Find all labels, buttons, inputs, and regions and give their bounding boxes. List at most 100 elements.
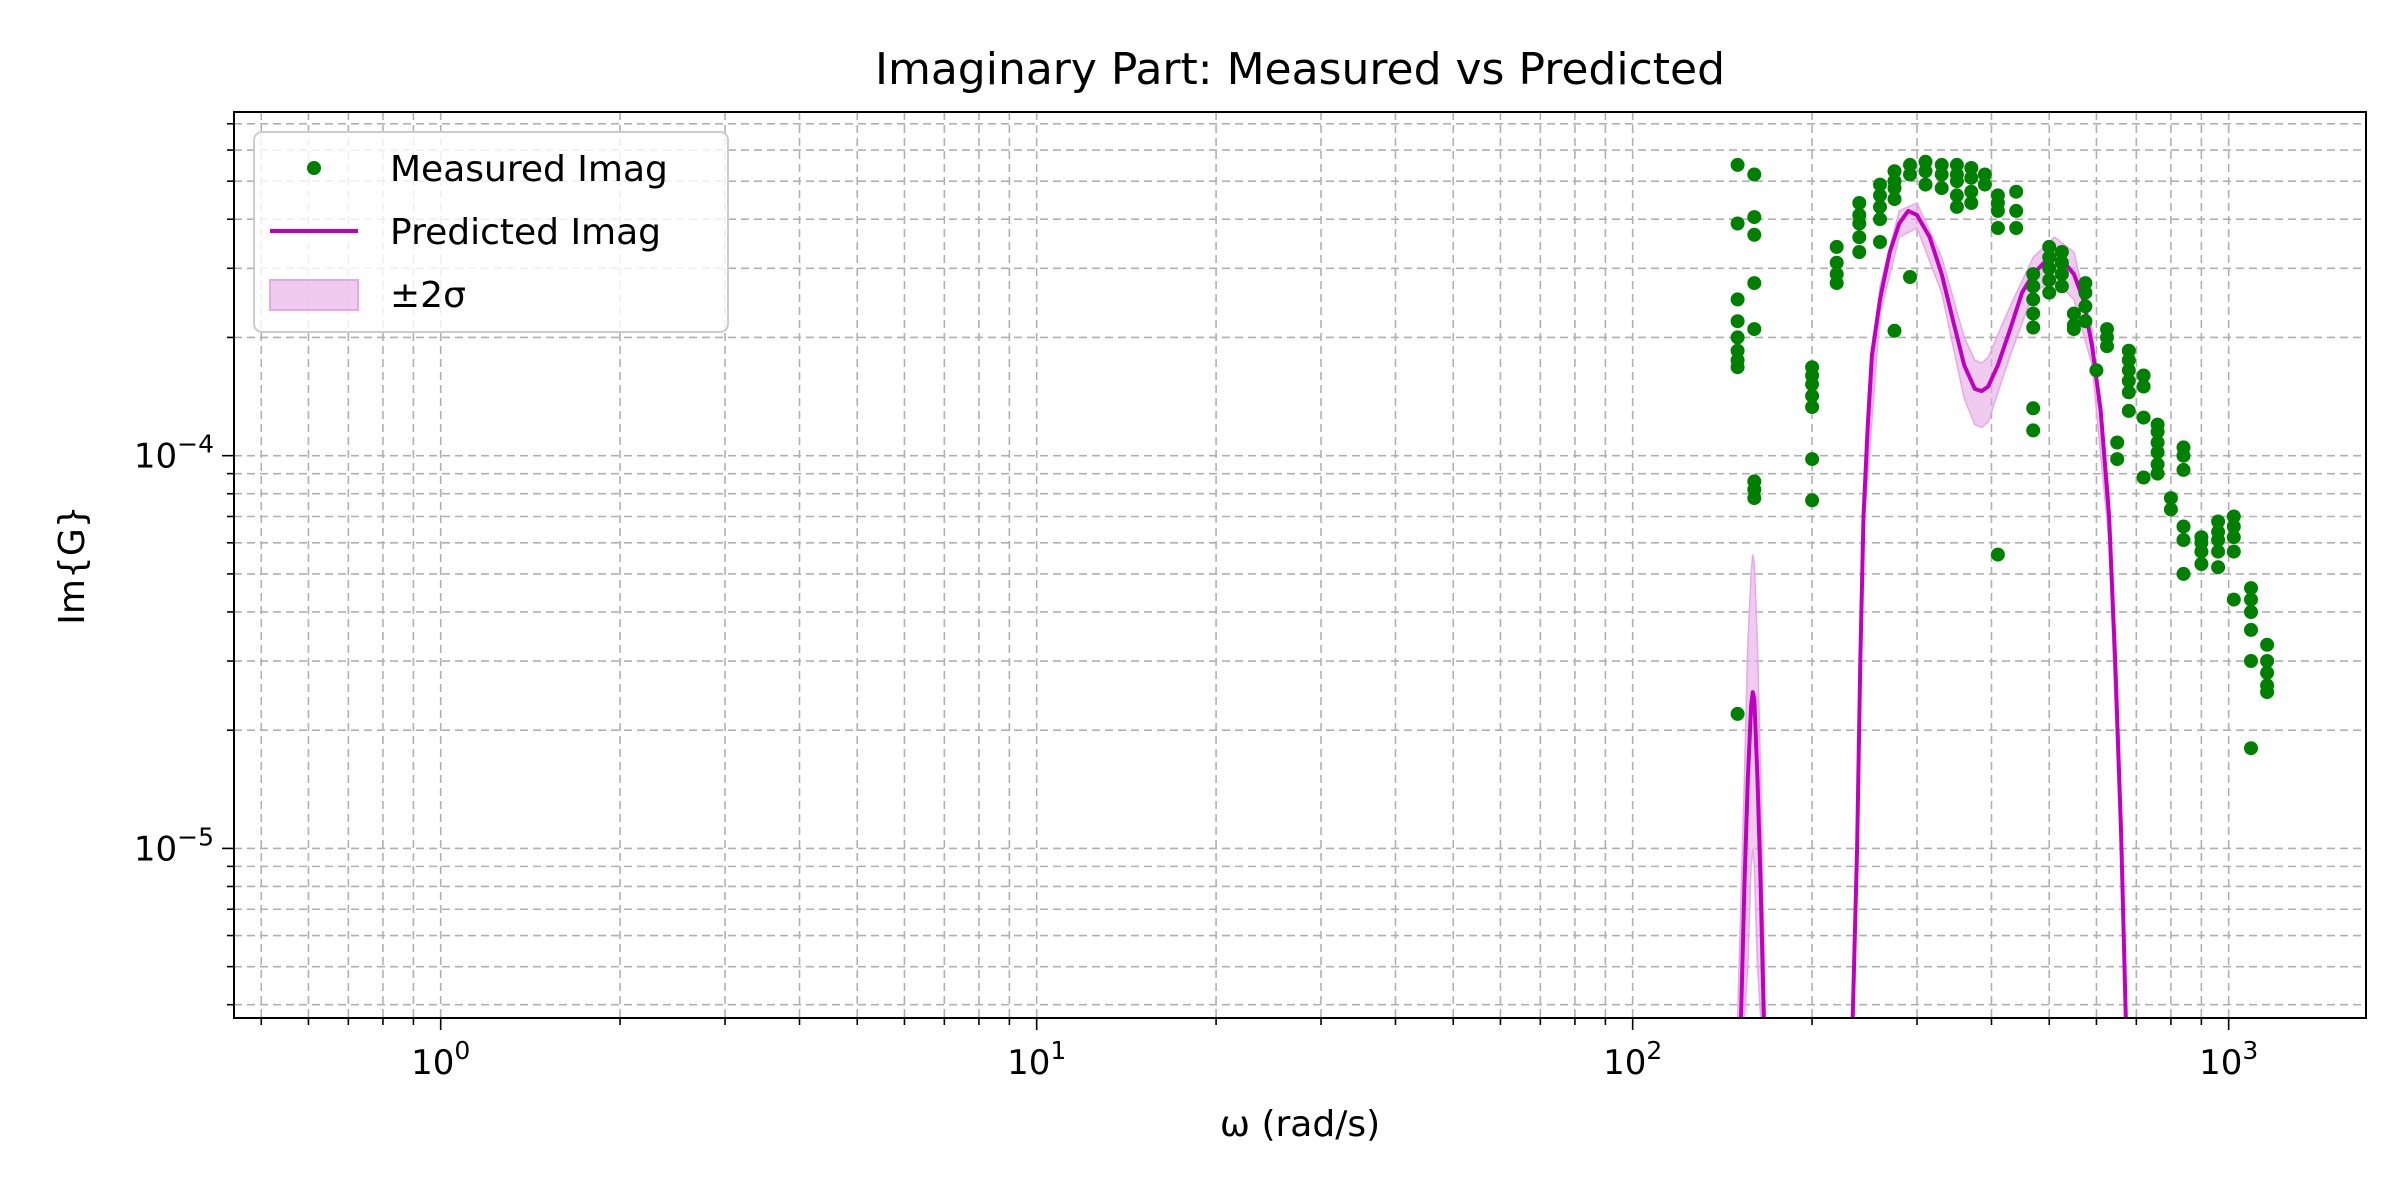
- measured-point: [1747, 227, 1762, 242]
- measured-point: [2042, 239, 2057, 254]
- measured-point: [1873, 199, 1887, 214]
- measured-point: [2121, 403, 2136, 418]
- measured-point: [1805, 388, 1820, 403]
- measured-point: [2260, 685, 2275, 700]
- measured-point: [2121, 373, 2136, 388]
- measured-point: [1730, 157, 1745, 172]
- measured-point: [1887, 323, 1902, 338]
- y-tick-label: 10−5: [134, 822, 214, 869]
- measured-point: [1964, 170, 1979, 185]
- measured-point: [1918, 164, 1933, 179]
- measured-point: [2026, 292, 2041, 307]
- measured-point: [2176, 533, 2191, 547]
- measured-point: [1747, 210, 1762, 225]
- measured-point: [1805, 400, 1820, 414]
- legend-marker-measured: [307, 161, 321, 175]
- measured-point: [1990, 203, 2005, 218]
- measured-point: [1730, 314, 1745, 329]
- measured-point: [1964, 161, 1979, 175]
- measured-point: [1887, 181, 1902, 196]
- measured-point: [2042, 273, 2057, 288]
- measured-point: [2226, 530, 2241, 545]
- measured-point: [2150, 435, 2165, 450]
- line-layer: [1739, 208, 2128, 1019]
- measured-point: [1829, 276, 1844, 291]
- measured-point: [2066, 306, 2081, 321]
- measured-point: [2110, 452, 2125, 467]
- measured-point: [2078, 299, 2093, 314]
- measured-point: [1977, 167, 1992, 182]
- measured-point: [2066, 322, 2081, 337]
- measured-point: [1873, 212, 1887, 227]
- measured-point: [1730, 330, 1745, 345]
- measured-point: [1949, 174, 1964, 189]
- measured-point: [2026, 267, 2041, 282]
- measured-point: [2226, 519, 2241, 534]
- measured-point: [2078, 276, 2093, 291]
- chart-title: Imaginary Part: Measured vs Predicted: [875, 44, 1725, 95]
- measured-point: [2078, 285, 2093, 300]
- measured-point: [1934, 157, 1949, 172]
- measured-point: [2211, 544, 2226, 559]
- measured-point: [2150, 466, 2165, 481]
- measured-point: [2054, 255, 2069, 270]
- measured-point: [2009, 203, 2024, 218]
- measured-point: [2244, 622, 2258, 637]
- predicted-line: [1739, 690, 1766, 1019]
- measured-point: [1887, 192, 1902, 207]
- measured-point: [2009, 184, 2024, 199]
- measured-point: [1918, 177, 1933, 192]
- x-axis-label: ω (rad/s): [1220, 1104, 1380, 1145]
- measured-point: [2026, 401, 2041, 416]
- measured-point: [1934, 167, 1949, 182]
- measured-point: [2244, 741, 2258, 756]
- measured-point: [2136, 379, 2151, 394]
- measured-point: [1805, 493, 1820, 508]
- measured-point: [2121, 363, 2136, 378]
- y-tick-label: 10−4: [134, 430, 214, 477]
- measured-point: [2100, 339, 2114, 354]
- measured-point: [1730, 292, 1745, 307]
- y-axis-label: Im{G}: [52, 505, 93, 624]
- measured-point: [2121, 353, 2136, 368]
- measured-point: [1990, 221, 2005, 235]
- measured-point: [2136, 410, 2151, 425]
- measured-point: [1747, 167, 1762, 182]
- x-tick-label: 100: [411, 1036, 470, 1083]
- measured-point: [1730, 360, 1745, 375]
- measured-point: [2089, 363, 2104, 378]
- measured-point: [2211, 514, 2226, 529]
- measured-point: [1747, 322, 1762, 337]
- legend-patch-band: [269, 279, 359, 311]
- legend-label-band: ±2σ: [390, 275, 466, 316]
- measured-point: [1829, 239, 1844, 254]
- measured-point: [1852, 216, 1867, 231]
- legend-label-measured: Measured Imag: [390, 149, 668, 190]
- measured-point: [2260, 665, 2275, 680]
- predicted-line: [1850, 208, 2128, 1019]
- measured-point: [2226, 544, 2241, 559]
- measured-point: [1747, 276, 1762, 291]
- measured-point: [2244, 605, 2258, 619]
- grid: [234, 112, 2366, 1018]
- point-layer: [1730, 154, 2275, 756]
- plot-frame: [233, 111, 2367, 1019]
- measured-point: [2244, 581, 2258, 596]
- measured-point: [2026, 423, 2041, 438]
- measured-point: [2244, 654, 2258, 668]
- measured-point: [1903, 167, 1917, 182]
- measured-point: [1949, 199, 1964, 214]
- measured-point: [2244, 592, 2258, 607]
- measured-point: [1903, 157, 1917, 172]
- measured-point: [2226, 592, 2241, 607]
- measured-point: [1805, 377, 1820, 392]
- measured-point: [2226, 509, 2241, 524]
- tick-layer: 100 101 102 103 10−5 10−4: [134, 122, 2258, 1083]
- measured-point: [1903, 270, 1917, 284]
- measured-point: [1805, 452, 1820, 467]
- x-tick-label: 101: [1007, 1036, 1066, 1083]
- measured-point: [2176, 519, 2191, 534]
- legend: Measured Imag Predicted Imag ±2σ: [253, 131, 729, 333]
- measured-point: [1887, 164, 1902, 179]
- measured-point: [1990, 547, 2005, 562]
